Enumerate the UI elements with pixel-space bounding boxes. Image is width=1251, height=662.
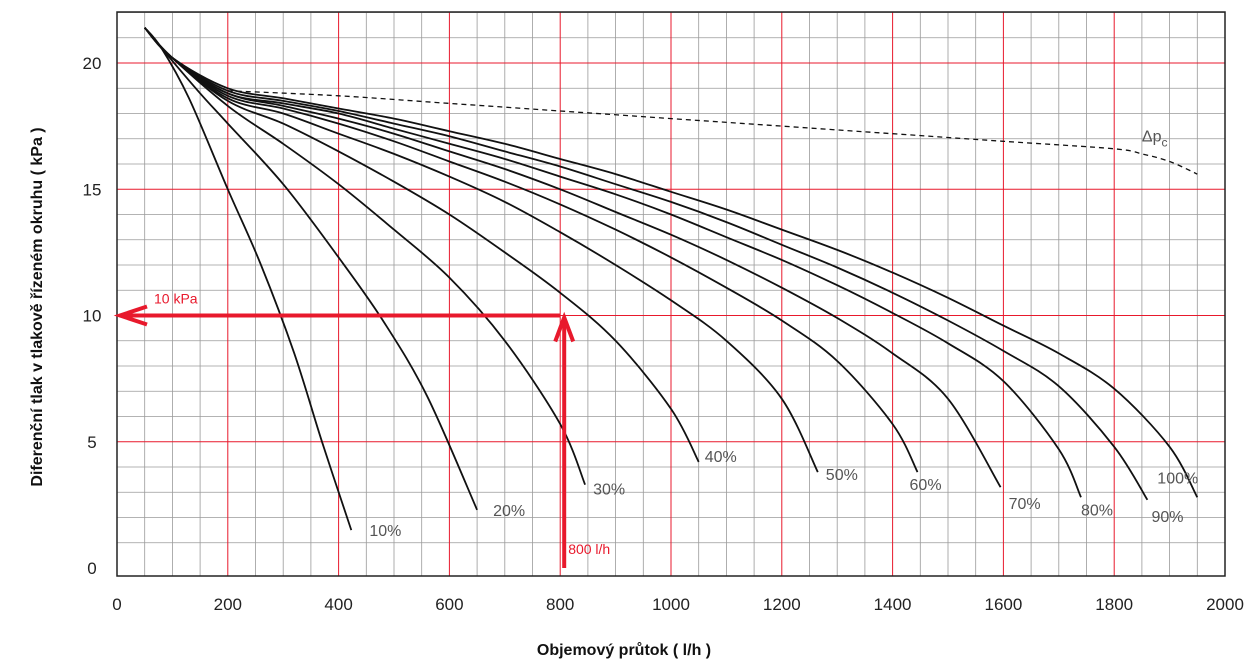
x-tick-label: 400 <box>324 595 352 614</box>
curve-label-50pct: 50% <box>826 467 858 484</box>
tick-labels: 0 200 400 600 800 1000 1200 1400 1600 1800 2000051… <box>83 54 1244 614</box>
x-axis-title: Objemový průtok ( l/h ) <box>537 642 711 659</box>
x-tick-label: 1200 <box>763 595 801 614</box>
curve-label-10pct: 10% <box>369 523 401 540</box>
curve-30pct <box>144 27 586 486</box>
curve-label-delta-pc: Δpc <box>1142 128 1168 149</box>
annotation-arrowhead-800lh <box>553 311 576 343</box>
y-tick-label: 15 <box>83 180 102 199</box>
curve-delta-pc <box>227 90 1198 175</box>
annotation-label-800lh: 800 l/h <box>568 541 610 557</box>
curve-label-40pct: 40% <box>705 449 737 466</box>
curve-label-100pct: 100% <box>1157 470 1198 487</box>
curve-label-30pct: 30% <box>593 482 625 499</box>
x-tick-label: 2000 <box>1206 595 1244 614</box>
curve-20pct <box>144 27 478 511</box>
curve-60pct <box>144 27 919 473</box>
curve-label-70pct: 70% <box>1009 496 1041 513</box>
x-tick-label: 1400 <box>874 595 912 614</box>
y-tick-label: 0 <box>87 559 96 578</box>
curve-90pct <box>144 27 1149 501</box>
curve-70pct <box>144 27 1002 488</box>
x-tick-label: 200 <box>214 595 242 614</box>
x-tick-label: 800 <box>546 595 574 614</box>
x-tick-label: 1800 <box>1095 595 1133 614</box>
annotation-arrowhead-10kpa <box>113 304 148 327</box>
y-tick-label: 5 <box>87 433 96 452</box>
curve-40pct <box>144 27 700 463</box>
curve-label-60pct: 60% <box>910 477 942 494</box>
x-tick-label: 600 <box>435 595 463 614</box>
x-tick-label: 1600 <box>984 595 1022 614</box>
y-tick-label: 20 <box>83 54 102 73</box>
curve-80pct <box>144 27 1082 498</box>
plot-frame <box>116 11 1226 577</box>
curve-labels: 10% 20% 30% 40% 50% 60% 70% 80% 90% 100% Δpc <box>369 128 1198 540</box>
curve-50pct <box>144 27 819 473</box>
y-axis-title: Diferenční tlak v tlakově řízeném okruhu… <box>29 127 46 486</box>
annotation-label-10kpa: 10 kPa <box>154 291 198 307</box>
curves <box>144 27 1199 531</box>
curve-10pct <box>144 27 353 531</box>
curve-label-90pct: 90% <box>1151 509 1183 526</box>
curve-label-delta-pc-subscript: c <box>1161 135 1167 149</box>
curve-100pct <box>144 27 1199 498</box>
annotations: 10 kPa 800 l/h <box>113 291 610 568</box>
x-tick-label: 0 <box>112 595 121 614</box>
curve-label-80pct: 80% <box>1081 502 1113 519</box>
y-tick-label: 10 <box>83 307 102 326</box>
curve-label-20pct: 20% <box>493 503 525 520</box>
x-tick-label: 1000 <box>652 595 690 614</box>
